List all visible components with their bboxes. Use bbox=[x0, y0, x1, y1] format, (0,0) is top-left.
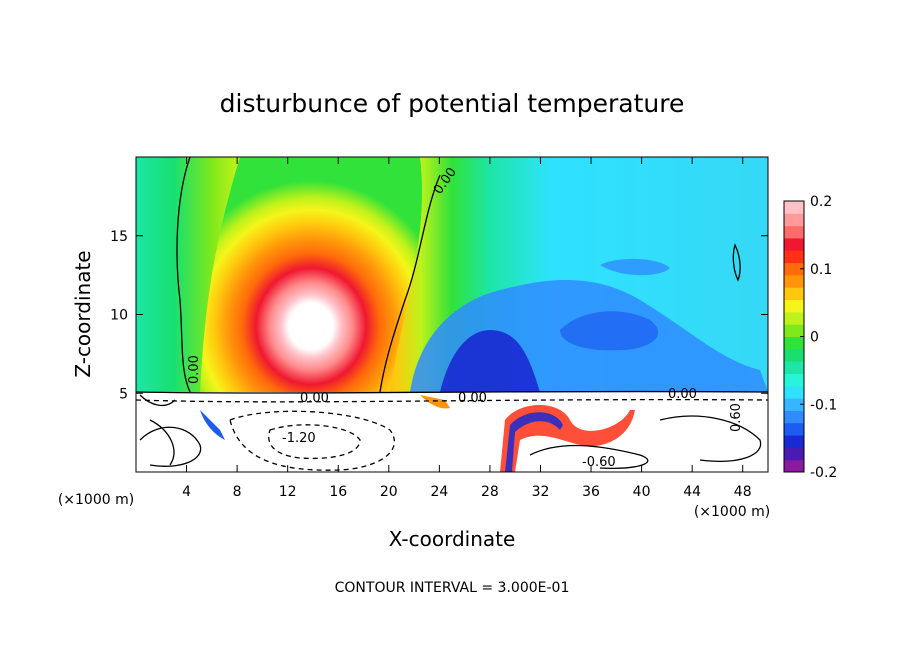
y-axis-label: Z-coordinate bbox=[71, 250, 95, 377]
y-tick-label: 5 bbox=[119, 386, 128, 402]
x-tick-label: 24 bbox=[430, 484, 448, 500]
colorbar-swatch bbox=[784, 361, 804, 374]
chart-title: disturbunce of potential temperature bbox=[220, 89, 685, 118]
colorbar-tick-label: 0 bbox=[810, 330, 819, 346]
colorbar-swatch bbox=[784, 459, 804, 473]
x-axis-label: X-coordinate bbox=[389, 527, 516, 551]
contour-label: -1.20 bbox=[282, 431, 316, 446]
colorbar-swatch bbox=[784, 250, 804, 264]
y-axis-ticks: 5 10 15 bbox=[110, 229, 768, 402]
y-tick-label: 10 bbox=[110, 308, 128, 324]
colorbar-swatch bbox=[784, 336, 804, 350]
contour-label: 0.00 bbox=[668, 387, 697, 402]
colorbar bbox=[784, 201, 804, 473]
cold-patch-2 bbox=[600, 258, 670, 276]
contour-label: -0.60 bbox=[582, 455, 616, 470]
colorbar-swatch bbox=[784, 398, 804, 411]
colorbar-swatch bbox=[784, 213, 804, 227]
lower-orange-patch bbox=[420, 395, 450, 409]
x-axis-unit: (×1000 m) bbox=[694, 504, 770, 520]
cold-core bbox=[440, 330, 540, 392]
colorbar-ticks: 0.2 0.1 0 -0.1 -0.2 bbox=[800, 194, 837, 481]
colorbar-swatch bbox=[784, 348, 804, 362]
plot-area: 0.00 0.00 0.00 0.00 0.00 -1.20 -0.60 0.6… bbox=[136, 157, 768, 472]
lower-layer bbox=[136, 392, 768, 472]
contour-label: 0.60 bbox=[729, 403, 744, 432]
lower-blue-patch bbox=[200, 410, 225, 440]
colorbar-swatch bbox=[784, 201, 804, 214]
colorbar-swatch bbox=[784, 311, 804, 325]
colorbar-swatch bbox=[784, 447, 804, 461]
x-axis-ticks: 4 8 12 16 20 24 28 32 36 40 44 48 bbox=[182, 157, 752, 500]
contour-interval-note: CONTOUR INTERVAL = 3.000E-01 bbox=[335, 580, 570, 596]
colorbar-swatch bbox=[784, 422, 804, 436]
contour-label: 0.00 bbox=[458, 391, 487, 406]
colorbar-swatch bbox=[784, 225, 804, 239]
colorbar-swatch bbox=[784, 410, 804, 424]
colorbar-swatch bbox=[784, 299, 804, 313]
colorbar-swatch bbox=[784, 385, 804, 399]
x-tick-label: 40 bbox=[633, 484, 651, 500]
colorbar-swatch bbox=[784, 373, 804, 387]
x-tick-label: 12 bbox=[279, 484, 297, 500]
x-tick-label: 36 bbox=[582, 484, 600, 500]
colorbar-swatch bbox=[784, 262, 804, 276]
colorbar-tick-label: 0.1 bbox=[810, 262, 832, 278]
x-tick-label: 44 bbox=[683, 484, 701, 500]
lower-blue-band bbox=[505, 412, 563, 472]
contour-lines bbox=[136, 157, 768, 471]
colorbar-swatch bbox=[784, 324, 804, 337]
z-axis-unit: (×1000 m) bbox=[58, 492, 134, 508]
x-tick-label: 4 bbox=[182, 484, 191, 500]
cold-patch-1 bbox=[560, 311, 659, 351]
colorbar-swatch bbox=[784, 435, 804, 448]
colorbar-swatch bbox=[784, 274, 804, 288]
colorbar-tick-label: -0.2 bbox=[810, 465, 837, 481]
x-tick-label: 48 bbox=[734, 484, 752, 500]
colorbar-swatch bbox=[784, 287, 804, 301]
x-tick-label: 20 bbox=[380, 484, 398, 500]
contour-label: 0.00 bbox=[300, 391, 329, 406]
colorbar-tick-label: -0.1 bbox=[810, 397, 837, 413]
x-tick-label: 8 bbox=[233, 484, 242, 500]
x-tick-label: 28 bbox=[481, 484, 499, 500]
warm-plume bbox=[200, 157, 423, 392]
contour-label: 0.00 bbox=[187, 355, 202, 384]
colorbar-tick-label: 0.2 bbox=[810, 194, 832, 210]
x-tick-label: 16 bbox=[329, 484, 347, 500]
colorbar-swatch bbox=[784, 237, 804, 251]
y-tick-label: 15 bbox=[110, 229, 128, 245]
x-tick-label: 32 bbox=[532, 484, 550, 500]
